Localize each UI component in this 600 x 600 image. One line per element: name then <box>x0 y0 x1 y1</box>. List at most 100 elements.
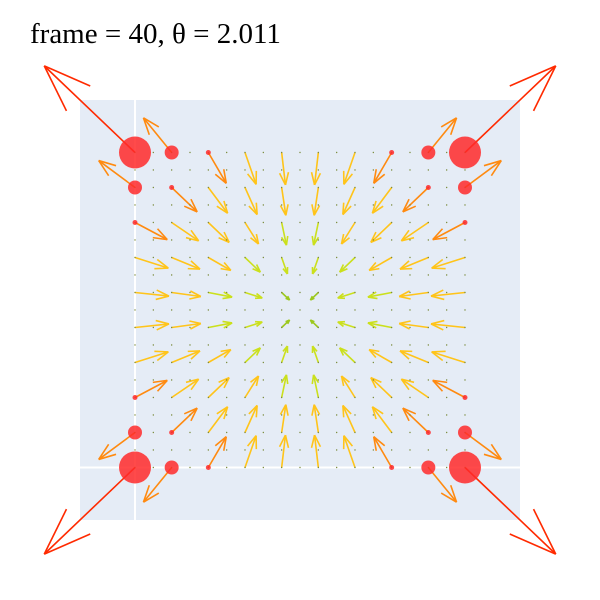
grid-dot <box>280 361 283 364</box>
grid-dot <box>409 256 411 259</box>
grid-dot <box>354 186 356 189</box>
grid-dot <box>262 361 265 364</box>
grid-dot <box>207 291 210 294</box>
grid-dot <box>280 204 283 206</box>
grid-dot <box>409 396 411 399</box>
grid-dot <box>207 449 210 451</box>
grid-dot <box>134 274 136 276</box>
vector-arrow <box>309 291 319 301</box>
vector-arrow <box>402 407 429 434</box>
grid-dot <box>464 379 466 381</box>
grid-dot <box>409 466 411 469</box>
grid-dot <box>335 361 338 364</box>
grid-dot <box>225 396 228 399</box>
grid-dot <box>335 449 338 451</box>
grid-dot <box>189 396 191 399</box>
vector-arrow <box>399 256 429 270</box>
grid-dot <box>335 344 338 346</box>
vector-arrow <box>431 350 466 364</box>
grid-dot <box>225 186 228 189</box>
grid-dot <box>225 239 228 241</box>
grid-dot <box>390 449 393 451</box>
grid-dot <box>299 344 301 346</box>
point-marker <box>421 145 436 160</box>
vector-arrow <box>207 436 228 468</box>
grid-dot <box>427 221 430 224</box>
grid-dot <box>280 274 283 276</box>
vector-arrow <box>171 186 198 213</box>
grid-dot <box>280 239 283 241</box>
vector-arrow <box>207 187 229 214</box>
grid-dot <box>262 151 265 154</box>
grid-dot <box>427 309 430 311</box>
grid-dot <box>280 379 283 381</box>
point-marker <box>164 460 179 475</box>
grid-dot <box>372 414 375 416</box>
grid-dot <box>152 379 155 381</box>
grid-dot <box>189 326 191 329</box>
grid-dot <box>189 151 191 154</box>
grid-dot <box>170 256 173 259</box>
grid-dot <box>134 344 136 346</box>
grid-dot <box>280 151 283 154</box>
grid-dot <box>262 396 265 399</box>
grid-dot <box>134 291 136 294</box>
grid-dot <box>390 239 393 241</box>
grid-dot <box>134 361 136 364</box>
grid-dot <box>262 431 265 434</box>
grid-dot <box>372 151 375 154</box>
vector-arrow <box>281 291 291 301</box>
vector-arrow <box>43 466 136 555</box>
grid-dot <box>225 361 228 364</box>
vector-arrow <box>311 404 321 433</box>
grid-dot <box>335 396 338 399</box>
grid-dot <box>445 379 448 381</box>
grid-dot <box>409 414 411 416</box>
grid-dot <box>262 414 265 416</box>
grid-dot <box>390 274 393 276</box>
grid-dot <box>262 291 265 294</box>
grid-dot <box>280 256 283 259</box>
grid-dot <box>225 274 228 276</box>
vector-arrow <box>244 320 263 329</box>
vector-arrow <box>207 256 232 272</box>
grid-dot <box>262 204 265 206</box>
grid-dot <box>317 186 320 189</box>
grid-dot <box>317 449 320 451</box>
grid-dot <box>225 449 228 451</box>
grid-dot <box>317 291 320 294</box>
vector-arrow <box>207 152 228 184</box>
grid-dot <box>189 361 191 364</box>
grid-dot <box>409 379 411 381</box>
grid-dot <box>244 151 246 154</box>
grid-dot <box>152 466 155 469</box>
grid-dot <box>244 449 246 451</box>
point-marker <box>128 180 142 195</box>
grid-dot <box>189 449 191 451</box>
grid-dot <box>390 221 393 224</box>
grid-dot <box>299 221 301 224</box>
grid-dot <box>244 396 246 399</box>
grid-dot <box>225 169 228 171</box>
grid-dot <box>317 309 320 311</box>
grid-dot <box>244 291 246 294</box>
grid-dot <box>134 326 136 329</box>
grid-dot <box>280 431 283 434</box>
point-marker <box>132 220 138 225</box>
grid-dot <box>390 379 393 381</box>
vector-arrow <box>244 347 262 364</box>
grid-dot <box>134 309 136 311</box>
vector-arrow <box>464 431 502 461</box>
grid-dot <box>354 466 356 469</box>
grid-dot <box>427 326 430 329</box>
grid-dot <box>354 274 356 276</box>
point-marker <box>389 465 395 470</box>
vector-arrow <box>311 374 320 398</box>
vector-arrow <box>171 407 198 434</box>
grid-dot <box>280 344 283 346</box>
grid-dot <box>170 291 173 294</box>
grid-dot <box>189 239 191 241</box>
grid-dot <box>464 256 466 259</box>
grid-dot <box>207 396 210 399</box>
grid-dot <box>170 414 173 416</box>
